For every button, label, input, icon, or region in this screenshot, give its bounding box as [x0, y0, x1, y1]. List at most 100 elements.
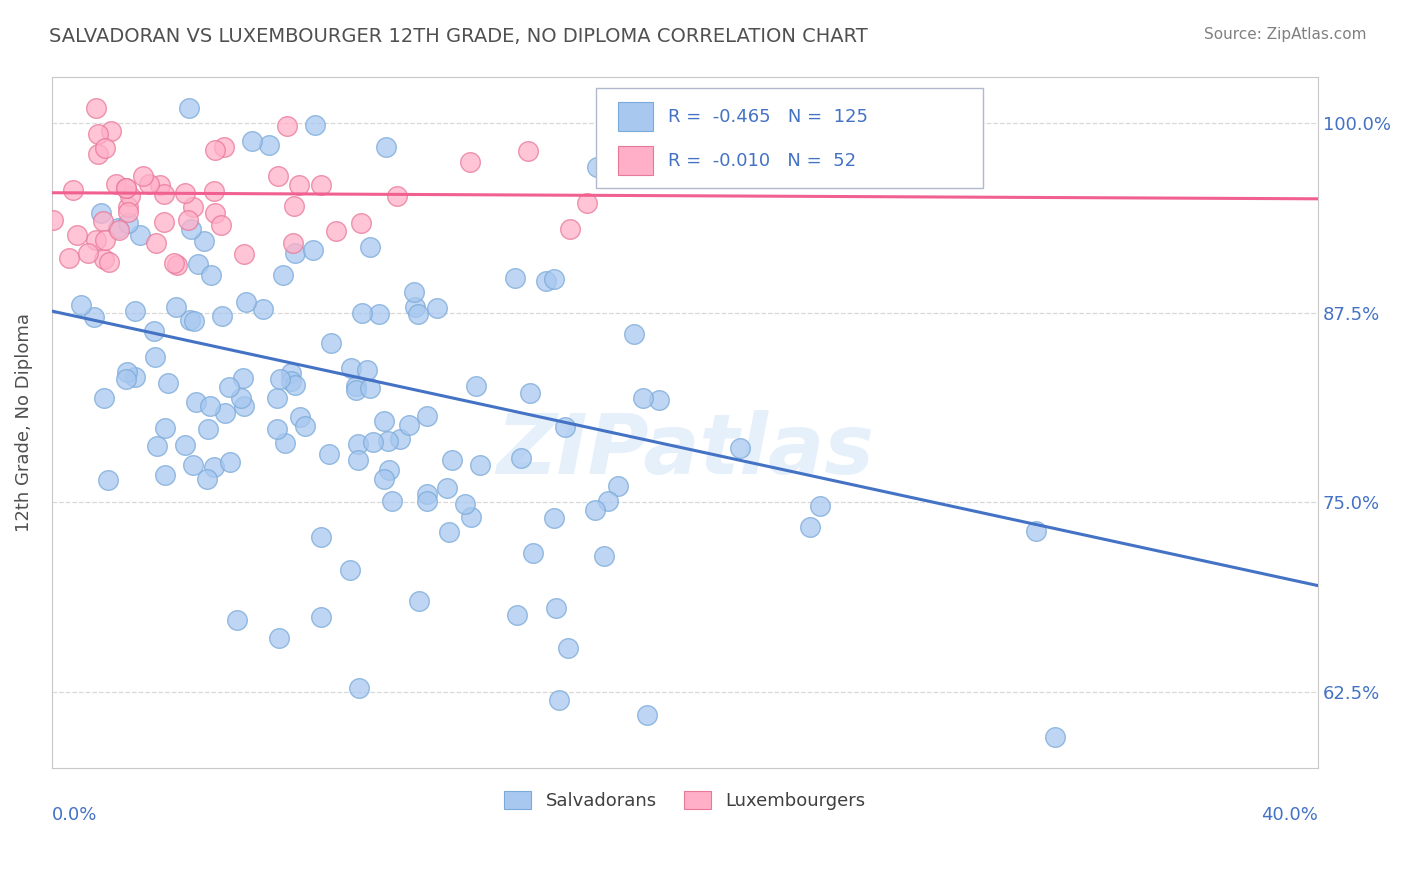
- Point: [437, 524, 460, 539]
- Point: [586, 161, 609, 175]
- Point: [339, 563, 361, 577]
- Point: [166, 258, 188, 272]
- Point: [138, 177, 160, 191]
- Point: [143, 350, 166, 364]
- Point: [214, 406, 236, 420]
- Point: [284, 377, 307, 392]
- Point: [83, 310, 105, 325]
- Point: [728, 441, 751, 455]
- Point: [252, 301, 274, 316]
- Point: [519, 386, 541, 401]
- Point: [187, 257, 209, 271]
- Point: [319, 335, 342, 350]
- Point: [146, 439, 169, 453]
- Point: [117, 204, 139, 219]
- Point: [93, 252, 115, 266]
- Point: [302, 243, 325, 257]
- Point: [118, 189, 141, 203]
- Point: [592, 549, 614, 563]
- Point: [124, 304, 146, 318]
- Point: [294, 419, 316, 434]
- Point: [350, 216, 373, 230]
- Point: [115, 181, 138, 195]
- Point: [177, 101, 200, 115]
- Point: [266, 422, 288, 436]
- Point: [583, 502, 606, 516]
- Point: [94, 233, 117, 247]
- Point: [350, 305, 373, 319]
- Point: [648, 392, 671, 407]
- Text: 0.0%: 0.0%: [52, 805, 97, 823]
- Point: [145, 236, 167, 251]
- Point: [404, 285, 426, 299]
- Point: [114, 372, 136, 386]
- Point: [97, 255, 120, 269]
- Point: [129, 227, 152, 242]
- Point: [544, 600, 567, 615]
- Point: [406, 307, 429, 321]
- Point: [416, 494, 439, 508]
- Point: [636, 708, 658, 723]
- Point: [359, 381, 381, 395]
- Point: [183, 313, 205, 327]
- Point: [548, 693, 571, 707]
- Point: [174, 186, 197, 200]
- Point: [623, 327, 645, 342]
- Point: [288, 410, 311, 425]
- Point: [233, 399, 256, 413]
- Point: [387, 189, 409, 203]
- Point: [202, 184, 225, 198]
- Point: [180, 221, 202, 235]
- Point: [441, 452, 464, 467]
- Point: [554, 420, 576, 434]
- Point: [114, 181, 136, 195]
- Point: [225, 613, 247, 627]
- Point: [181, 201, 204, 215]
- Point: [1025, 524, 1047, 538]
- Point: [283, 199, 305, 213]
- Point: [373, 472, 395, 486]
- Point: [271, 268, 294, 282]
- FancyBboxPatch shape: [617, 146, 654, 175]
- Point: [543, 272, 565, 286]
- Point: [97, 474, 120, 488]
- Point: [799, 520, 821, 534]
- Point: [503, 270, 526, 285]
- Point: [100, 124, 122, 138]
- Point: [347, 453, 370, 467]
- Point: [398, 417, 420, 432]
- Point: [204, 143, 226, 157]
- Point: [309, 530, 332, 544]
- Point: [373, 414, 395, 428]
- Point: [197, 422, 219, 436]
- Legend: Salvadorans, Luxembourgers: Salvadorans, Luxembourgers: [498, 783, 873, 817]
- Point: [596, 494, 619, 508]
- Text: SALVADORAN VS LUXEMBOURGER 12TH GRADE, NO DIPLOMA CORRELATION CHART: SALVADORAN VS LUXEMBOURGER 12TH GRADE, N…: [49, 27, 868, 45]
- Point: [465, 379, 488, 393]
- Y-axis label: 12th Grade, No Diploma: 12th Grade, No Diploma: [15, 313, 32, 532]
- Point: [344, 383, 367, 397]
- Point: [309, 610, 332, 624]
- Point: [93, 392, 115, 406]
- Point: [416, 409, 439, 423]
- Point: [1043, 731, 1066, 745]
- FancyBboxPatch shape: [617, 103, 654, 131]
- Point: [153, 421, 176, 435]
- Point: [381, 494, 404, 508]
- Point: [404, 300, 426, 314]
- Point: [209, 218, 232, 232]
- Point: [284, 246, 307, 260]
- Text: ZIPatlas: ZIPatlas: [496, 409, 875, 491]
- Point: [266, 392, 288, 406]
- Point: [193, 234, 215, 248]
- Point: [202, 460, 225, 475]
- Point: [87, 127, 110, 141]
- Text: 40.0%: 40.0%: [1261, 805, 1319, 823]
- Point: [90, 206, 112, 220]
- Point: [142, 324, 165, 338]
- Point: [281, 235, 304, 250]
- Point: [543, 511, 565, 525]
- Point: [374, 139, 396, 153]
- Point: [280, 374, 302, 388]
- Point: [460, 509, 482, 524]
